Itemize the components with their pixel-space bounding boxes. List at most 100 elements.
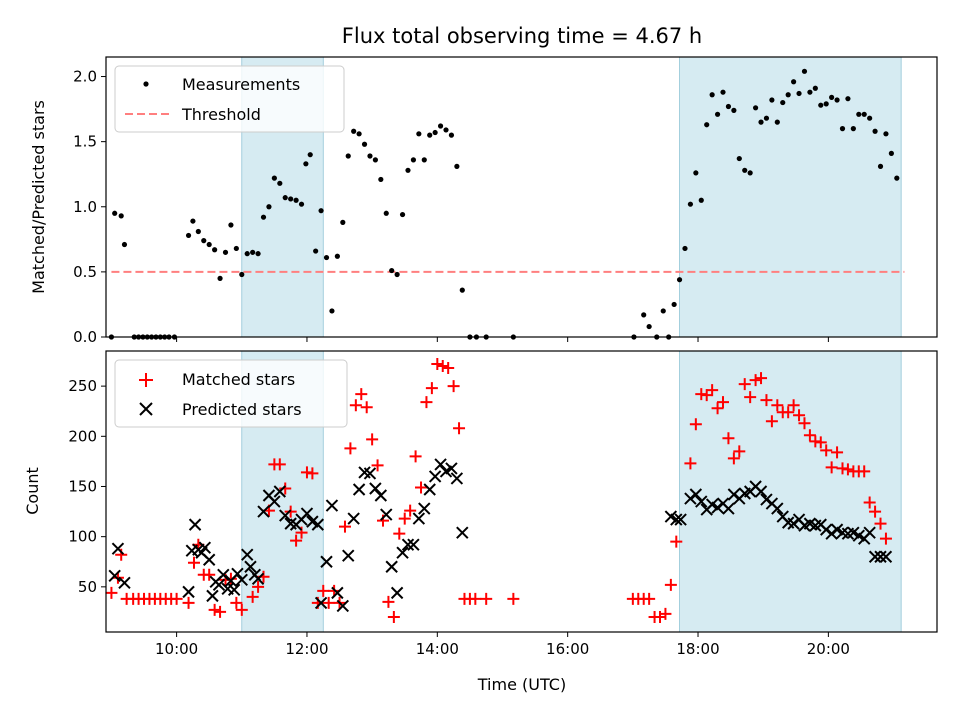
measurements-point: [850, 126, 856, 132]
predicted-stars-point: [268, 495, 281, 508]
measurements-point: [834, 97, 840, 103]
matched-stars-point: [279, 482, 292, 495]
bot-y-tick-label: 250: [68, 377, 97, 395]
measurements-point: [389, 267, 395, 274]
measurements-point: [747, 170, 753, 176]
predicted-stars-point: [863, 526, 876, 539]
matched-stars-point: [447, 380, 460, 393]
measurements-point: [112, 210, 118, 216]
bottom-legend-box: [114, 359, 348, 428]
matched-stars-point: [744, 391, 757, 404]
predicted-stars-point: [874, 550, 887, 563]
measurements-point: [807, 89, 813, 95]
predicted-stars-point: [231, 567, 244, 581]
measurements-point: [845, 96, 851, 102]
measurements-point: [118, 213, 124, 219]
predicted-stars-point: [188, 518, 202, 531]
predicted-stars-point: [825, 527, 838, 540]
measurements-point: [228, 222, 234, 228]
matched-stars-point: [105, 586, 118, 599]
matched-stars-point: [787, 399, 800, 412]
matched-stars-point: [208, 603, 221, 616]
legend-predicted-marker: [139, 402, 153, 416]
top-y-tick-label: 1.5: [73, 133, 97, 151]
measurements-point: [698, 197, 704, 203]
measurements-point: [298, 201, 305, 207]
measurements-point: [877, 163, 884, 169]
matched-stars-point: [306, 467, 319, 480]
predicted-stars-point: [819, 523, 833, 536]
matched-stars-point: [393, 527, 406, 540]
predicted-stars-point: [754, 485, 768, 498]
predicted-stars-point: [456, 526, 469, 539]
measurements-point: [313, 248, 319, 254]
predicted-stars-point: [347, 512, 360, 525]
matched-stars-point: [246, 590, 259, 603]
predicted-stars-point: [407, 538, 420, 551]
matched-stars-point: [733, 445, 746, 458]
matched-stars-point: [214, 605, 227, 618]
measurements-point: [867, 115, 873, 121]
bottom-plot-frame: [105, 350, 938, 633]
measurements-point: [260, 214, 267, 220]
matched-stars-point: [670, 535, 683, 548]
matched-stars-point: [344, 442, 357, 455]
predicted-stars-point: [257, 505, 270, 518]
measurements-point: [714, 111, 721, 117]
x-tick-label: 18:00: [676, 640, 719, 658]
measurements-point: [345, 153, 351, 159]
matched-stars-point: [203, 568, 216, 581]
top-y-tick-label: 1.0: [73, 198, 97, 216]
measurements-point: [796, 90, 802, 97]
matched-stars-point: [771, 399, 784, 412]
matched-stars-point: [765, 415, 778, 428]
measurements-point: [351, 128, 357, 134]
x-tick-label: 14:00: [416, 640, 459, 658]
predicted-stars-point: [674, 513, 687, 526]
top-y-axis-label: Matched/Predicted stars: [29, 100, 48, 294]
measurements-point: [271, 175, 277, 181]
measurements-point: [244, 251, 250, 257]
measurements-point: [421, 157, 427, 163]
matched-stars-point: [706, 384, 719, 397]
measurements-point: [443, 127, 449, 133]
matched-stars-point: [170, 592, 183, 605]
predicted-stars-point: [445, 462, 458, 475]
predicted-stars-point: [251, 572, 265, 586]
measurements-point: [641, 312, 647, 318]
top-panel: 0.00.51.01.52.0 Matched/Predicted stars …: [29, 56, 938, 346]
matched-stars-point: [755, 372, 768, 385]
measurements-point: [410, 157, 417, 163]
measurements-point: [190, 218, 196, 224]
top-y-tick-label: 2.0: [73, 68, 97, 86]
measurements-point: [725, 103, 732, 110]
matched-stars-point: [387, 610, 400, 623]
measurements-point: [731, 107, 737, 113]
legend-matched-label: Matched stars: [182, 370, 295, 389]
matched-stars-point: [809, 435, 822, 448]
measurements-point: [329, 308, 335, 314]
predicted-stars-point: [182, 585, 195, 599]
predicted-stars-point: [385, 560, 398, 573]
measurements-point: [340, 219, 346, 225]
matched-stars-point: [360, 401, 373, 414]
matched-stars-point: [654, 610, 666, 623]
measurements-point: [432, 129, 438, 136]
matched-stars-point: [643, 592, 656, 605]
matched-stars-point: [858, 465, 871, 478]
measurements-point: [222, 249, 229, 255]
measurements-point: [459, 287, 465, 293]
matched-stars-point: [382, 595, 395, 608]
predicted-stars-point: [722, 502, 735, 515]
matched-stars-point: [760, 394, 773, 407]
matched-stars-point: [442, 362, 455, 375]
measurements-point: [780, 99, 786, 106]
matched-stars-point: [290, 534, 303, 547]
measurements-point: [233, 245, 239, 252]
measurements-point: [427, 132, 433, 138]
matched-stars-point: [404, 504, 417, 517]
matched-stars-point: [252, 580, 265, 593]
measurements-point: [693, 170, 699, 176]
matched-stars-point: [453, 422, 466, 435]
measurements-point: [856, 111, 862, 117]
